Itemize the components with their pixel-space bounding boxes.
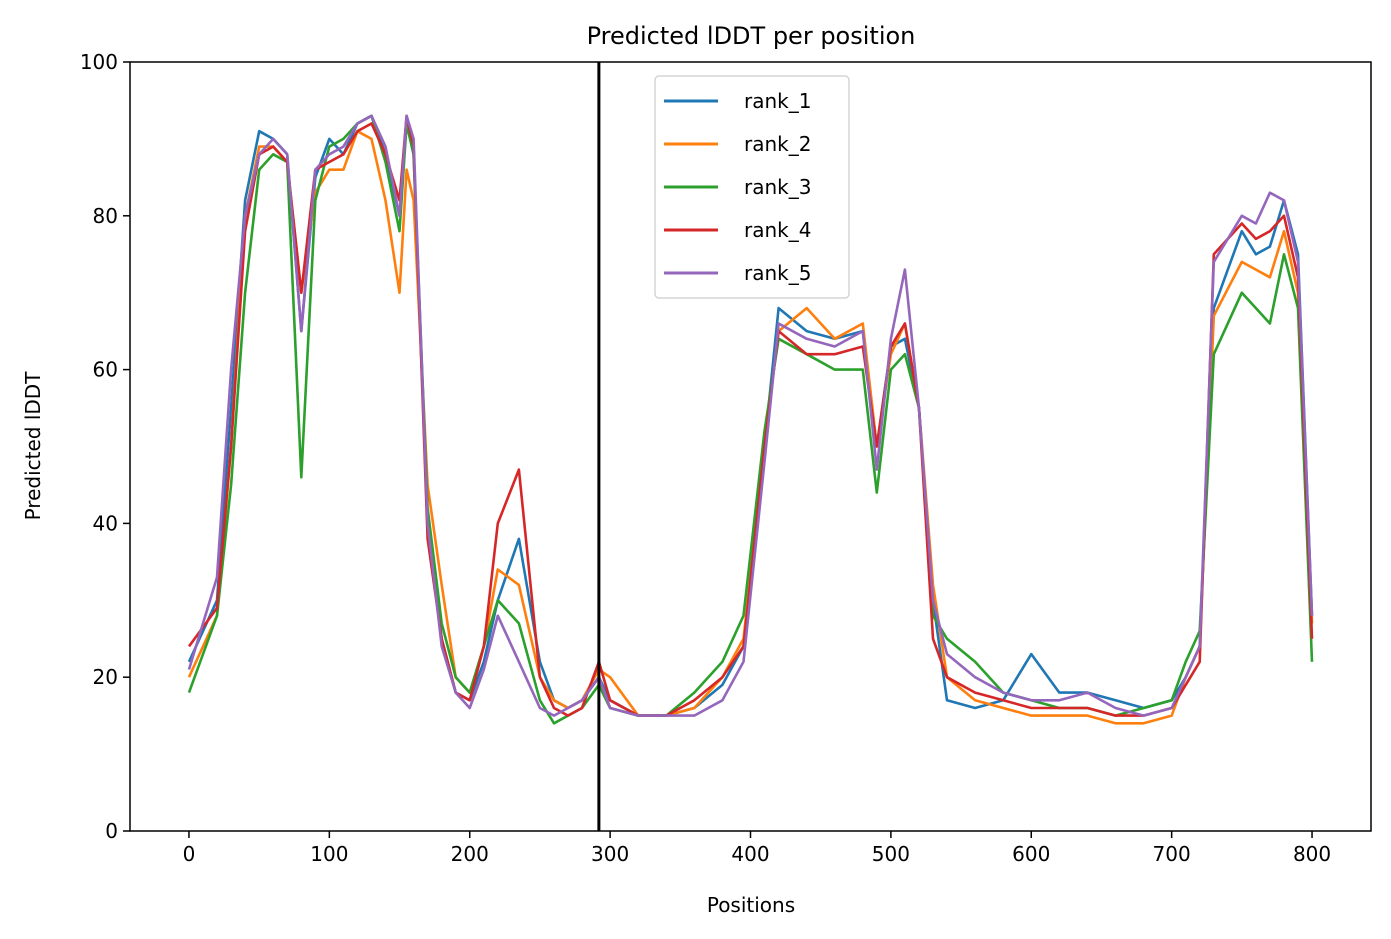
series-line-rank-5 xyxy=(187,114,1314,717)
x-tick-label: 500 xyxy=(872,842,910,866)
y-tick-label: 80 xyxy=(93,204,118,228)
x-tick-label: 0 xyxy=(183,842,196,866)
legend: rank_1 rank_2 rank_3 rank_4 rank_5 xyxy=(654,75,850,299)
y-tick-label: 60 xyxy=(93,358,118,382)
y-tick-label: 40 xyxy=(93,511,118,535)
x-tick-label: 700 xyxy=(1153,842,1191,866)
x-tick-label: 100 xyxy=(310,842,348,866)
legend-label-rank-5: rank_5 xyxy=(744,261,811,285)
y-tick-label: 0 xyxy=(105,819,118,843)
y-axis-label: Predicted lDDT xyxy=(21,371,45,521)
x-axis-ticks: 0 100 200 300 400 500 600 700 800 xyxy=(183,831,1331,866)
legend-label-rank-4: rank_4 xyxy=(744,218,811,242)
series-layer xyxy=(187,114,1314,725)
x-tick-label: 800 xyxy=(1293,842,1331,866)
legend-label-rank-3: rank_3 xyxy=(744,175,811,199)
x-tick-label: 200 xyxy=(451,842,489,866)
x-tick-label: 300 xyxy=(591,842,629,866)
y-tick-label: 20 xyxy=(93,665,118,689)
x-tick-label: 600 xyxy=(1012,842,1050,866)
x-axis-label: Positions xyxy=(707,893,795,917)
x-tick-label: 400 xyxy=(731,842,769,866)
legend-label-rank-2: rank_2 xyxy=(744,132,811,156)
y-axis-ticks: 0 20 40 60 80 100 xyxy=(80,50,130,843)
legend-label-rank-1: rank_1 xyxy=(744,89,811,113)
y-tick-label: 100 xyxy=(80,50,118,74)
legend-box xyxy=(654,75,850,299)
chart-title: Predicted lDDT per position xyxy=(587,22,916,50)
